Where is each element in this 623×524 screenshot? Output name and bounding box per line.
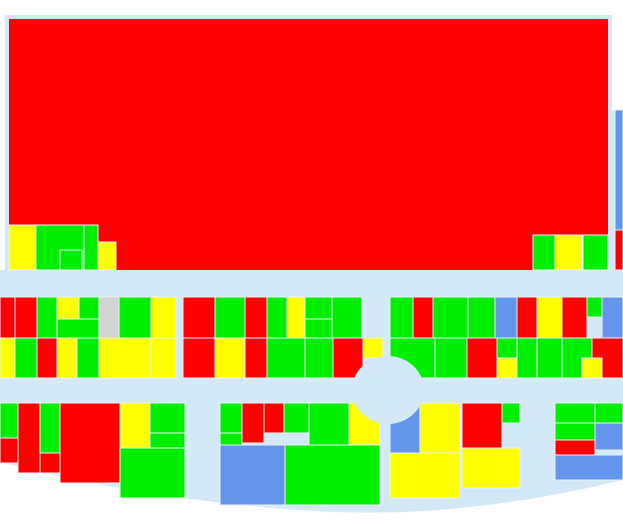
plot xyxy=(76,337,100,379)
plot xyxy=(412,296,434,339)
plot xyxy=(0,402,19,439)
plot xyxy=(36,337,58,379)
plot xyxy=(36,296,58,339)
plot xyxy=(219,432,243,446)
plot xyxy=(83,224,99,271)
plot xyxy=(98,337,152,379)
plot xyxy=(0,337,16,379)
plot xyxy=(554,234,583,271)
plot xyxy=(461,402,503,449)
plot xyxy=(516,296,538,339)
plot xyxy=(501,402,521,424)
plot xyxy=(304,296,333,320)
plot xyxy=(434,337,468,379)
plot xyxy=(150,296,177,339)
plot xyxy=(98,296,120,339)
plot xyxy=(0,296,16,339)
plot xyxy=(304,318,333,339)
plot xyxy=(586,296,603,318)
plot xyxy=(496,357,518,379)
plot xyxy=(461,447,521,489)
plot xyxy=(182,337,216,379)
plot xyxy=(536,296,563,339)
plot xyxy=(286,296,306,339)
plot xyxy=(14,296,38,339)
plot xyxy=(389,452,461,499)
plot xyxy=(266,296,288,339)
plot xyxy=(614,109,623,231)
plot xyxy=(119,402,151,449)
plot xyxy=(8,224,37,271)
plot xyxy=(56,337,78,379)
plot xyxy=(14,337,38,379)
plot xyxy=(150,337,177,379)
plot xyxy=(244,337,268,379)
plot xyxy=(263,402,285,434)
plot xyxy=(118,296,152,339)
plot xyxy=(516,337,538,379)
plot xyxy=(308,402,350,446)
plot xyxy=(582,234,609,271)
plot xyxy=(56,318,100,339)
plot xyxy=(419,402,461,454)
plot xyxy=(601,296,623,339)
plot xyxy=(467,296,496,339)
plot xyxy=(554,422,596,441)
plot xyxy=(614,229,623,271)
plot xyxy=(56,296,80,320)
plot xyxy=(389,296,414,339)
plot xyxy=(554,454,623,481)
plot xyxy=(219,402,243,434)
plot xyxy=(219,444,286,506)
plot xyxy=(39,452,61,474)
plot xyxy=(594,402,623,424)
plot xyxy=(78,296,100,320)
plot xyxy=(432,296,469,339)
plot xyxy=(59,249,83,271)
plot xyxy=(214,296,246,339)
plot xyxy=(0,437,19,464)
plot xyxy=(119,447,186,499)
plot xyxy=(532,234,556,271)
large-plot xyxy=(9,19,608,270)
plot xyxy=(182,296,216,339)
plot xyxy=(494,296,518,339)
plot xyxy=(362,337,384,359)
plot xyxy=(581,357,603,379)
plot xyxy=(244,296,268,339)
plot xyxy=(554,439,596,456)
plot xyxy=(149,402,186,434)
plot xyxy=(561,296,588,339)
plot xyxy=(97,241,117,271)
plot xyxy=(214,337,246,379)
plot xyxy=(331,296,363,339)
plot xyxy=(304,337,334,379)
plot xyxy=(241,402,265,444)
plot xyxy=(554,402,596,424)
plot xyxy=(536,337,563,379)
plot xyxy=(284,444,381,506)
plot xyxy=(59,402,121,484)
roundabout xyxy=(352,356,424,424)
plot xyxy=(283,402,310,434)
plot xyxy=(266,337,306,379)
plot xyxy=(594,422,623,451)
plot xyxy=(466,337,498,379)
plot xyxy=(17,402,41,474)
